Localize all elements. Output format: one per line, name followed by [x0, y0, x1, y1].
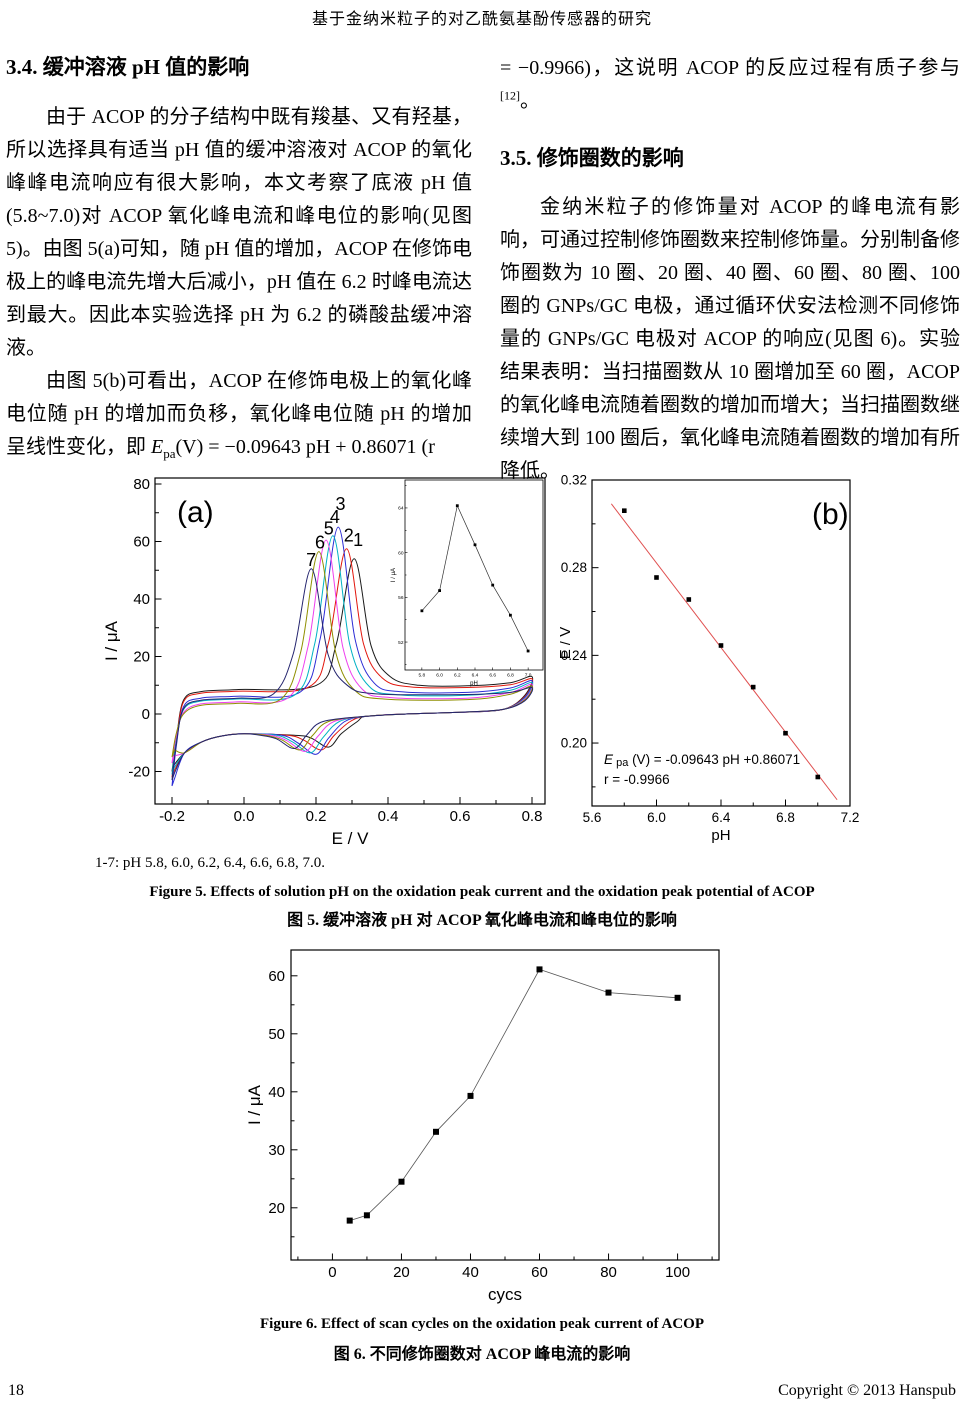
svg-text:0.6: 0.6	[450, 808, 471, 825]
svg-text:30: 30	[268, 1142, 285, 1159]
paragraph-peak-potential-text: 由图 5(b)可看出，ACOP 在修饰电极上的氧化峰电位随 pH 的增加而负移，…	[6, 370, 472, 458]
svg-text:6.0: 6.0	[436, 673, 443, 679]
figure6-caption-en: Figure 6. Effect of scan cycles on the o…	[260, 1316, 704, 1332]
svg-text:40: 40	[462, 1264, 479, 1281]
copyright: Copyright © 2013 Hanspub	[778, 1382, 956, 1399]
svg-text:pH: pH	[711, 827, 730, 844]
svg-text:60: 60	[398, 550, 404, 556]
svg-text:0.32: 0.32	[561, 473, 587, 488]
svg-text:7: 7	[306, 550, 316, 570]
svg-text:7.0: 7.0	[525, 673, 532, 679]
svg-text:60: 60	[133, 534, 150, 551]
svg-text:E pa (V) = -0.09643 pH +0.8607: E pa (V) = -0.09643 pH +0.86071	[604, 752, 800, 769]
figure5b-container: 5.6 6.0 6.4 6.8 7.2 0.20 0.24 0.28 0.32 E pa (V) …	[557, 468, 870, 865]
svg-text:0: 0	[328, 1264, 336, 1281]
svg-text:I / μA: I / μA	[246, 1084, 264, 1125]
svg-text:0.0: 0.0	[234, 808, 255, 825]
svg-text:E / V: E / V	[332, 829, 370, 848]
page-title: 基于金纳米粒子的对乙酰氨基酚传感器的研究	[311, 11, 652, 28]
figure5-note: 1-7: pH 5.8, 6.0, 6.2, 6.4, 6.6, 6.8, 7.…	[95, 855, 325, 871]
svg-text:6.4: 6.4	[712, 810, 731, 825]
paragraph-ph-effect: 由于 ACOP 的分子结构中既有羧基、又有羟基，所以选择具有适当 pH 值的缓冲…	[6, 106, 472, 359]
equation-subscript: pa	[163, 446, 176, 461]
svg-text:4: 4	[330, 507, 340, 527]
svg-text:0.2: 0.2	[306, 808, 327, 825]
svg-text:6: 6	[315, 533, 325, 553]
right-column: = −0.9966)，这说明 ACOP 的反应过程有质子参与 [12]。 3.5.…	[500, 52, 960, 488]
figure5-caption-zh: 图 5. 缓冲溶液 pH 对 ACOP 氧化峰电流和峰电位的影响	[287, 912, 677, 929]
svg-text:2: 2	[344, 526, 354, 546]
svg-text:56: 56	[398, 595, 404, 601]
svg-text:0.20: 0.20	[561, 736, 587, 751]
svg-text:20: 20	[133, 649, 150, 666]
svg-text:0.24: 0.24	[561, 648, 588, 663]
svg-text:64: 64	[398, 506, 404, 512]
svg-text:6.2: 6.2	[454, 673, 461, 679]
left-column: 3.4. 缓冲溶液 pH 值的影响 由于 ACOP 的分子结构中既有羧基、又有羟…	[6, 52, 472, 464]
figure5a-container: -0.2 0.0 0.2 0.4 0.6 0.8 -20 0 20 40 60 80 E / V I / …	[97, 468, 552, 865]
svg-text:60: 60	[531, 1264, 548, 1281]
svg-text:1: 1	[353, 530, 363, 550]
svg-text:52: 52	[398, 640, 404, 646]
paragraph-correlation: = −0.9966)，这说明 ACOP 的反应过程有质子参与 [12]。	[500, 52, 960, 118]
svg-text:80: 80	[600, 1264, 617, 1281]
figure5-caption-en: Figure 5. Effects of solution pH on the …	[149, 884, 815, 900]
reference-12: [12]	[500, 88, 520, 103]
svg-text:0: 0	[142, 706, 150, 723]
figure5b-scatter-plot: 5.6 6.0 6.4 6.8 7.2 0.20 0.24 0.28 0.32 E pa (V) …	[557, 473, 860, 845]
svg-text:20: 20	[393, 1264, 410, 1281]
svg-text:E / V: E / V	[560, 627, 574, 660]
svg-text:cycs: cycs	[488, 1285, 522, 1304]
svg-text:(a): (a)	[177, 496, 214, 529]
svg-text:5: 5	[324, 518, 334, 538]
svg-text:60: 60	[268, 968, 285, 985]
section-heading-3-4: 3.4. 缓冲溶液 pH 值的影响	[6, 55, 250, 79]
svg-text:7.2: 7.2	[841, 810, 860, 825]
svg-text:5.6: 5.6	[583, 810, 602, 825]
svg-text:I / μA: I / μA	[391, 568, 397, 582]
svg-text:6.6: 6.6	[489, 673, 496, 679]
svg-text:0.28: 0.28	[561, 560, 587, 575]
svg-text:50: 50	[268, 1026, 285, 1043]
svg-text:r = -0.9966: r = -0.9966	[604, 772, 670, 787]
section-heading-3-5: 3.5. 修饰圈数的影响	[500, 146, 684, 170]
svg-text:100: 100	[665, 1264, 690, 1281]
svg-text:(b): (b)	[812, 498, 849, 531]
svg-text:6.8: 6.8	[507, 673, 514, 679]
svg-text:40: 40	[268, 1084, 285, 1101]
svg-text:6.4: 6.4	[472, 673, 479, 679]
svg-text:I / μA: I / μA	[102, 620, 121, 661]
svg-text:20: 20	[268, 1200, 285, 1217]
svg-text:pH: pH	[470, 681, 478, 687]
svg-text:5.8: 5.8	[419, 673, 426, 679]
paragraph-correlation-text: = −0.9966)，这说明 ACOP 的反应过程有质子参与	[500, 57, 960, 79]
figure6-caption-zh: 图 6. 不同修饰圈数对 ACOP 峰电流的影响	[333, 1346, 631, 1363]
svg-text:6.8: 6.8	[776, 810, 795, 825]
svg-text:6.0: 6.0	[647, 810, 666, 825]
page-number: 18	[8, 1382, 24, 1399]
svg-text:-20: -20	[128, 764, 150, 781]
svg-text:40: 40	[133, 591, 150, 608]
paragraph-correlation-tail: 。	[520, 90, 540, 112]
paragraph-peak-potential: 由图 5(b)可看出，ACOP 在修饰电极上的氧化峰电位随 pH 的增加而负移，…	[6, 365, 472, 464]
figure6-container: 0 20 40 60 80 100 20 30 40 50 60 cycs I / μA	[245, 938, 736, 1315]
svg-text:3: 3	[335, 494, 345, 514]
svg-text:0.8: 0.8	[522, 808, 543, 825]
paragraph-scan-cycles: 金纳米粒子的修饰量对 ACOP 的峰电流有影响，可通过控制修饰圈数来控制修饰量。…	[500, 196, 960, 482]
svg-text:0.4: 0.4	[378, 808, 399, 825]
figure5a-inset-plot: 5.8 6.0 6.2 6.4 6.6 6.8 7.0 52 56 60 64 pH I / μA	[391, 479, 544, 687]
figure6-scatter-plot: 0 20 40 60 80 100 20 30 40 50 60 cycs I / μA	[245, 949, 720, 1304]
figure5a-cv-plot: -0.2 0.0 0.2 0.4 0.6 0.8 -20 0 20 40 60 80 E / V I / …	[102, 476, 546, 848]
equation-tail: (V) = −0.09643 pH + 0.86071 (r	[175, 436, 435, 458]
svg-text:-0.2: -0.2	[159, 808, 185, 825]
svg-text:80: 80	[133, 476, 150, 493]
equation-variable: E	[151, 436, 164, 458]
